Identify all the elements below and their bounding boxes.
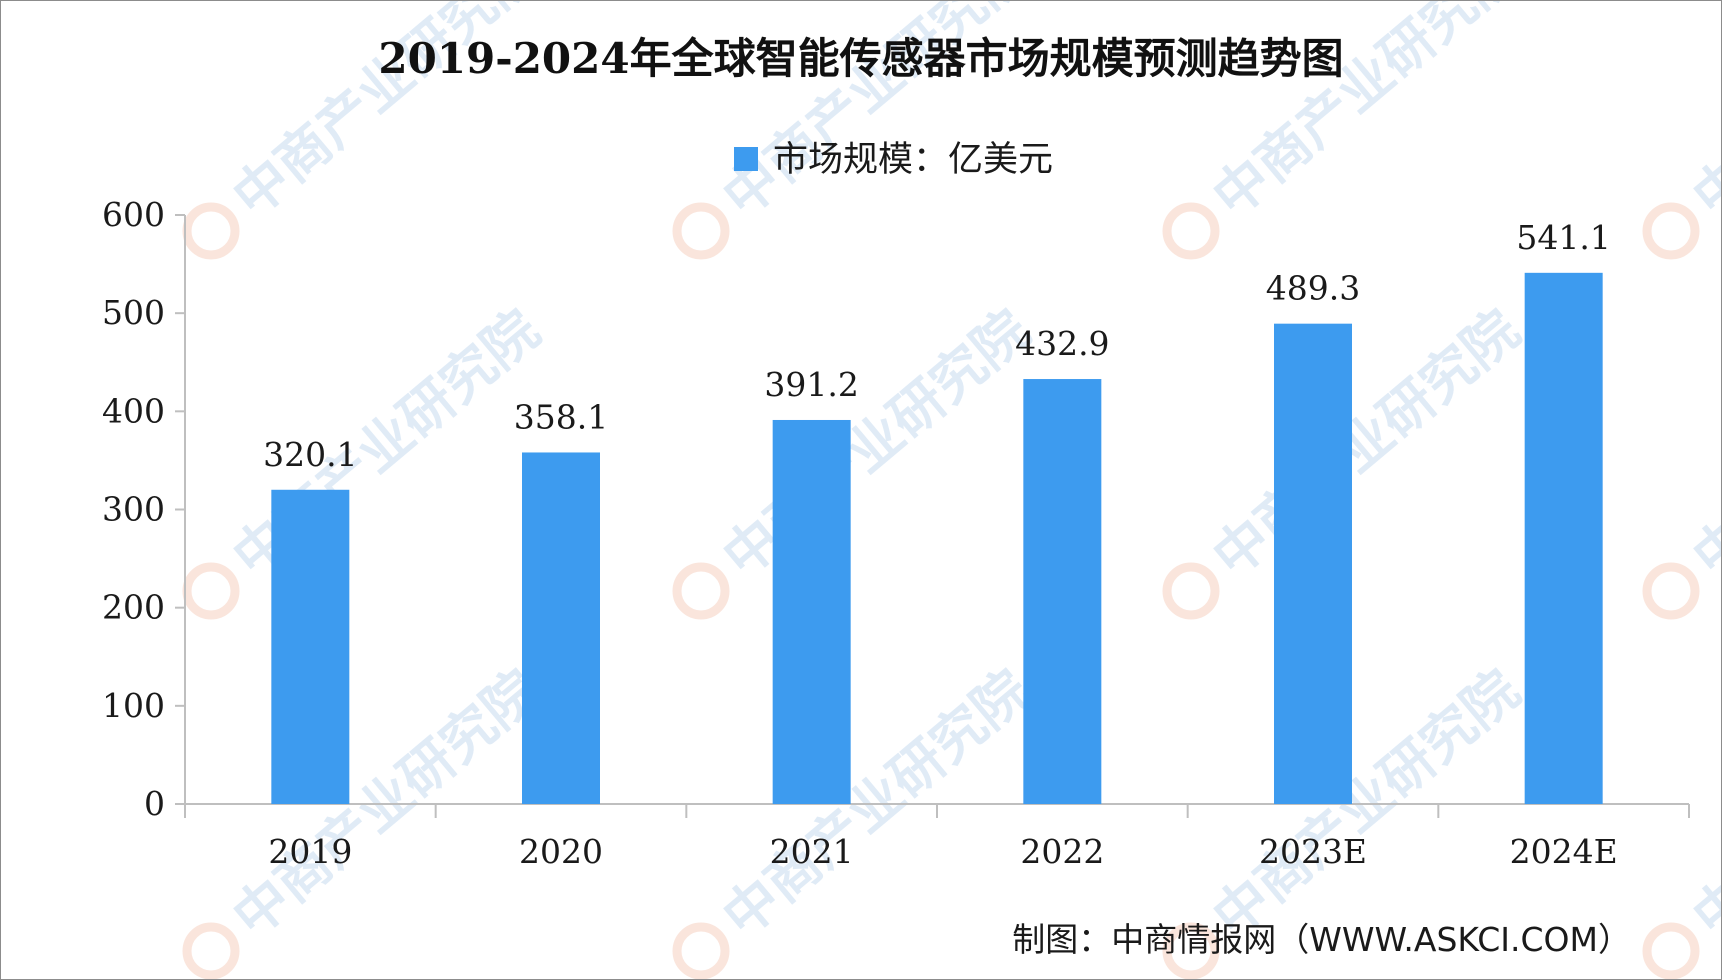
watermark-logo-icon — [182, 922, 240, 979]
legend-label: 市场规模：亿美元 — [773, 140, 1053, 180]
data-label: 432.9 — [1015, 324, 1109, 363]
legend: 市场规模：亿美元 — [734, 140, 1053, 180]
watermark-logo-icon — [1642, 922, 1700, 979]
bar — [271, 489, 350, 804]
bar — [1274, 323, 1352, 804]
watermark-logo-icon — [1162, 202, 1220, 260]
watermark-logo-icon — [672, 562, 730, 620]
x-tick-label: 2022 — [1020, 832, 1104, 871]
data-label: 358.1 — [514, 397, 608, 436]
y-tick-label: 400 — [102, 391, 165, 430]
y-axis: 0 100 200 300 400 500 600 — [102, 195, 186, 823]
data-label: 320.1 — [263, 435, 357, 474]
watermark: 中商产业研究院 — [1642, 658, 1721, 979]
bars — [271, 272, 1603, 804]
y-tick-label: 500 — [102, 293, 165, 332]
bar — [1524, 272, 1603, 804]
watermark: 中商产业研究院 — [182, 298, 551, 620]
data-label: 489.3 — [1266, 269, 1360, 308]
x-axis: 2019 2020 2021 2022 2023E 2024E — [184, 803, 1690, 871]
source-credit: 制图：中商情报网（WWW.ASKCI.COM） — [1012, 920, 1631, 959]
watermark-text: 中商产业研究院 — [1681, 1, 1721, 229]
watermark: 中商产业研究院 — [672, 658, 1041, 979]
watermark-logo-icon — [1642, 562, 1700, 620]
chart-title: 2019-2024年全球智能传感器市场规模预测趋势图 — [378, 34, 1343, 83]
watermark-logo-icon — [1162, 922, 1220, 979]
data-label: 391.2 — [764, 365, 858, 404]
y-tick-label: 200 — [102, 588, 165, 627]
watermark: 中商产业研究院 — [182, 658, 551, 979]
x-tick-label: 2023E — [1259, 832, 1367, 871]
x-tick-label: 2021 — [770, 832, 854, 871]
bar — [522, 452, 600, 804]
bar — [772, 419, 851, 804]
watermark-text: 中商产业研究院 — [1201, 298, 1531, 589]
y-tick-label: 300 — [102, 490, 165, 529]
watermark-logo-icon — [182, 562, 240, 620]
y-tick-label: 100 — [102, 686, 165, 725]
data-label: 541.1 — [1516, 218, 1610, 257]
watermark: 中商产业研究院 — [1642, 298, 1721, 620]
x-tick-label: 2024E — [1510, 832, 1618, 871]
bar — [1023, 379, 1102, 804]
legend-swatch — [734, 147, 758, 171]
watermark: 中商产业研究院 — [1642, 1, 1721, 260]
x-tick-label: 2020 — [519, 832, 603, 871]
watermark-logo-icon — [182, 202, 240, 260]
watermark-logo-icon — [672, 922, 730, 979]
watermark-text: 中商产业研究院 — [711, 298, 1041, 589]
x-tick-label: 2019 — [268, 832, 352, 871]
watermark-logo-icon — [1162, 562, 1220, 620]
y-tick-label: 600 — [102, 195, 165, 234]
watermark-logo-icon — [672, 202, 730, 260]
y-tick-label: 0 — [144, 784, 165, 823]
data-labels: 320.1 358.1 391.2 432.9 489.3 541.1 — [263, 218, 1611, 474]
watermark-logo-icon — [1642, 202, 1700, 260]
watermark-text: 中商产业研究院 — [1681, 298, 1721, 589]
watermark: 中商产业研究院 — [672, 298, 1041, 620]
